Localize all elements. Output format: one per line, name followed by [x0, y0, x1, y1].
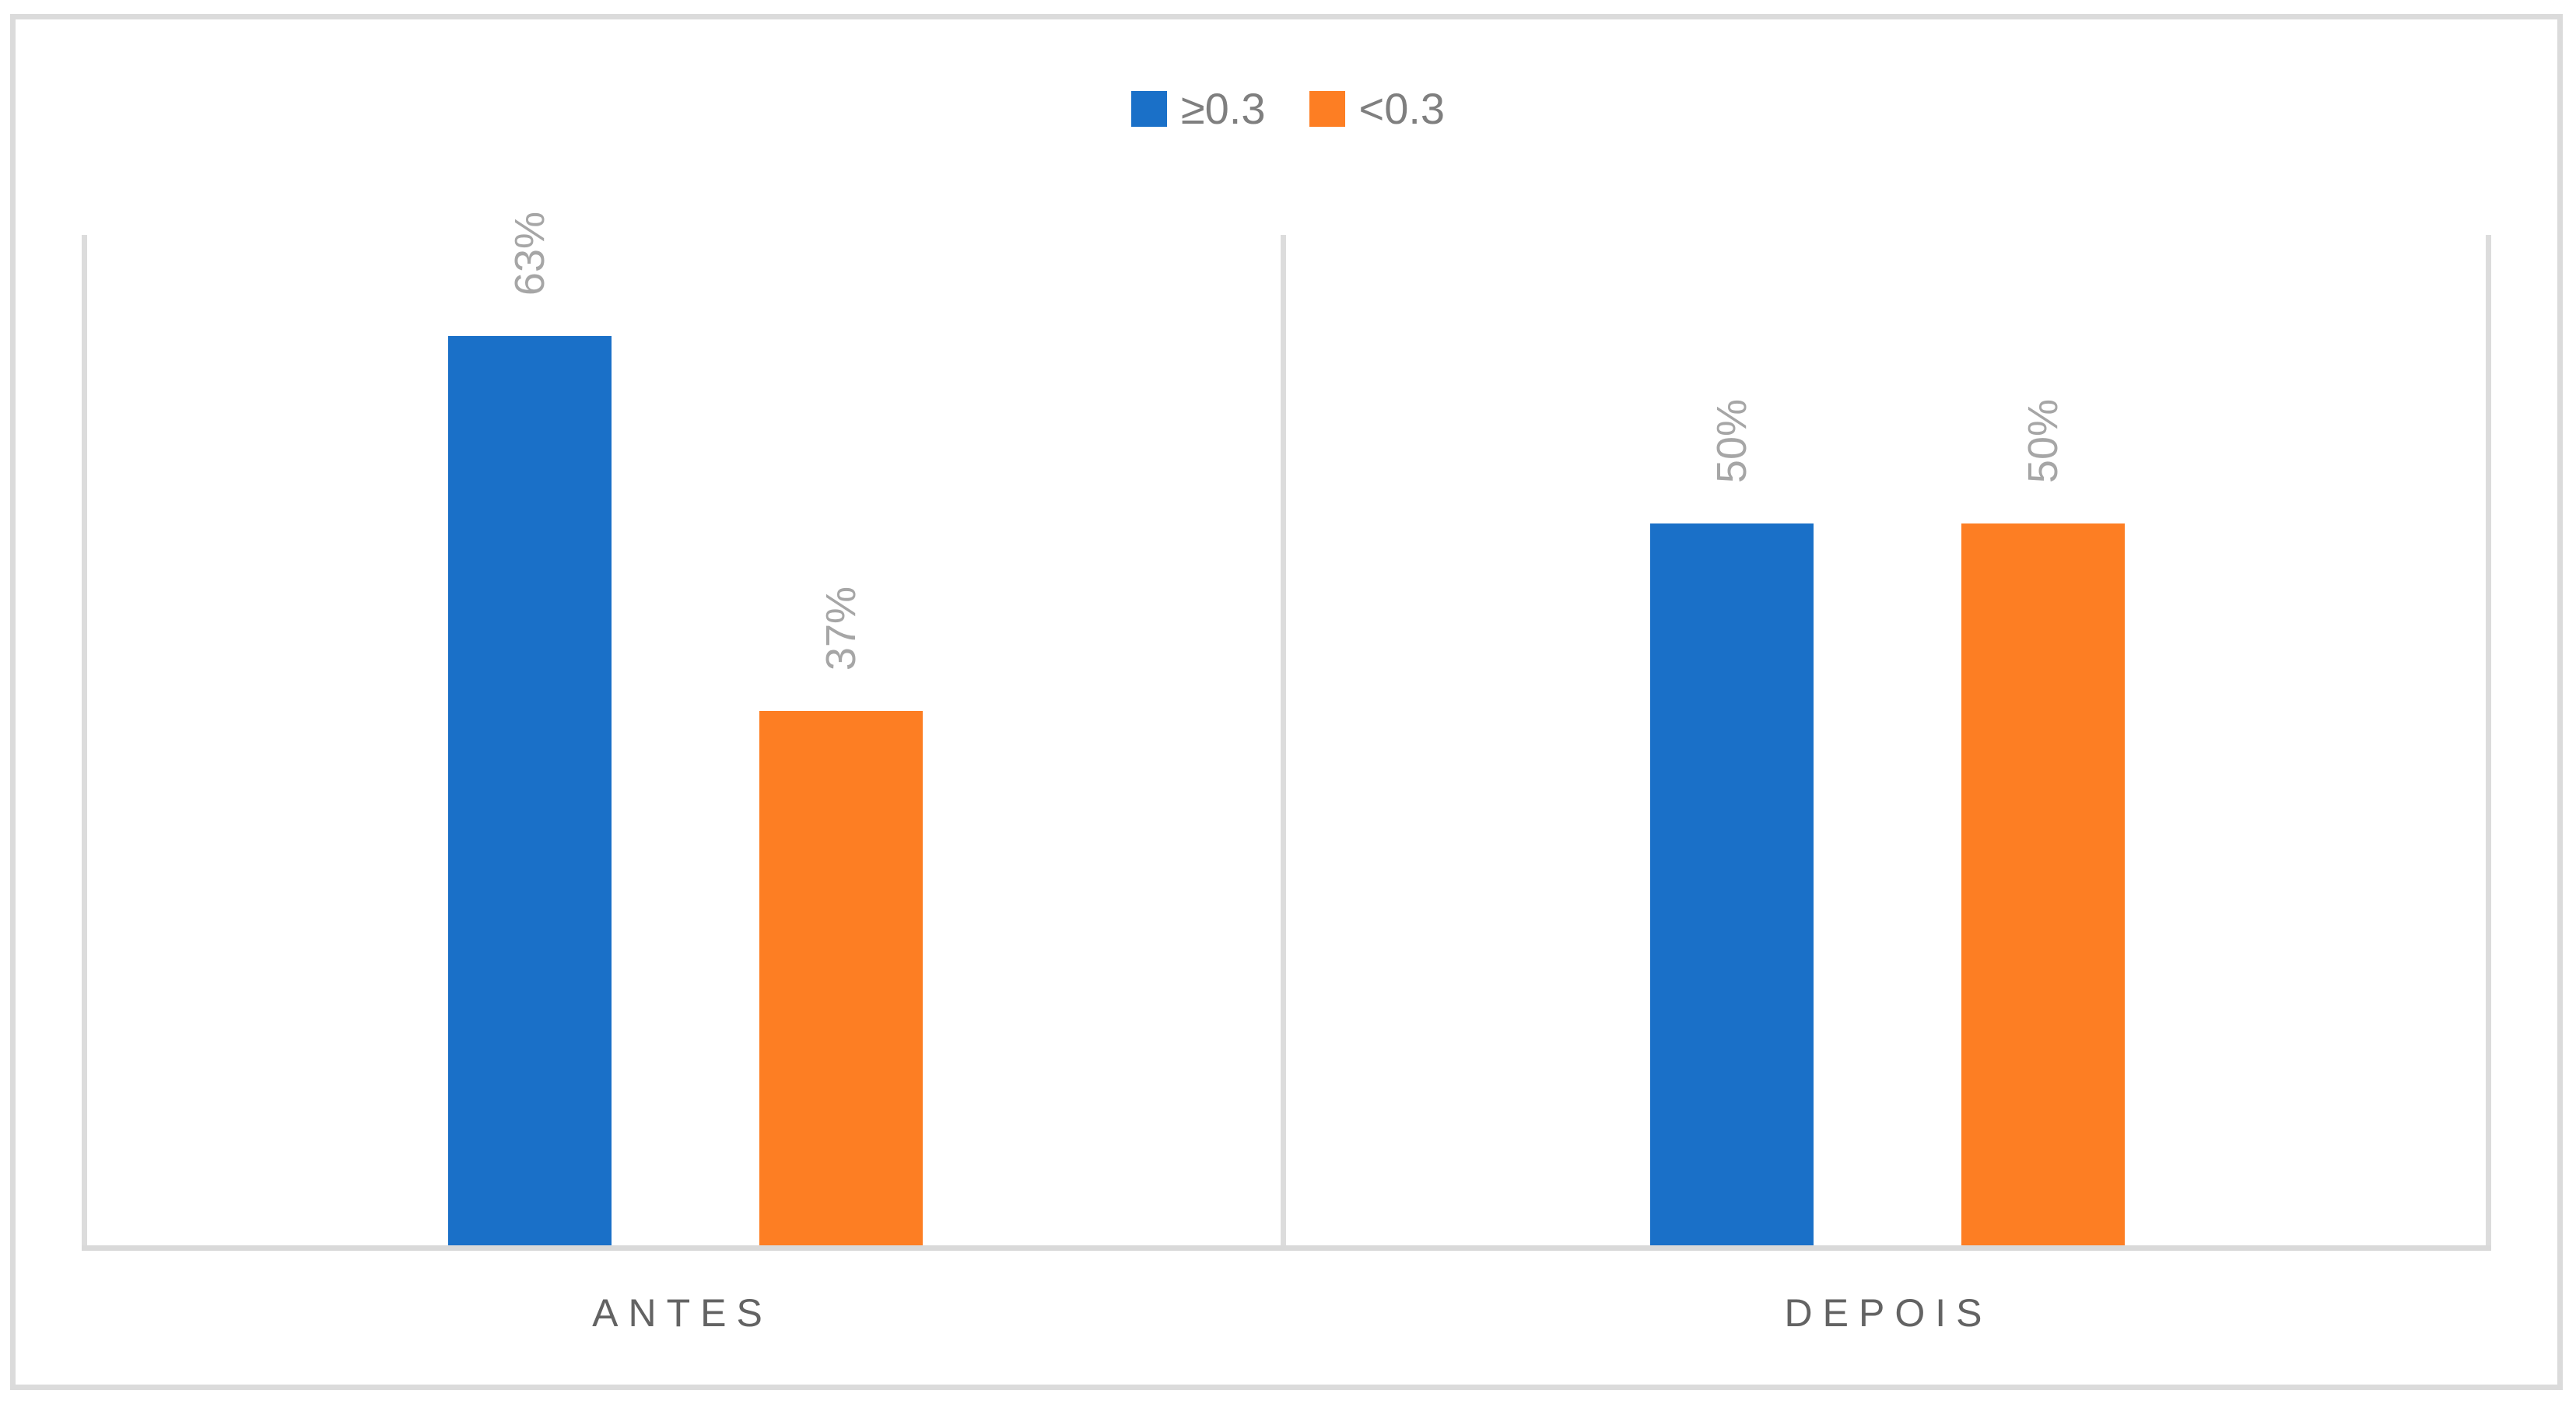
legend-label-ge03: ≥0.3	[1180, 84, 1266, 133]
legend-swatch-orange	[1309, 91, 1345, 127]
data-label-antes-lt03: 37%	[818, 586, 864, 671]
bar-depois-lt03: 50%	[1961, 399, 2125, 1245]
legend-item-ge03: ≥0.3	[1130, 84, 1266, 133]
x-axis-line	[82, 1245, 2491, 1251]
plot-right-boundary-line	[2486, 235, 2491, 1251]
data-label-depois-lt03: 50%	[2020, 399, 2066, 484]
plot-area: 63% 37% 50% 50% ANTES DEPOIS	[82, 212, 2491, 1332]
data-label-depois-ge03: 50%	[1709, 399, 1755, 484]
bar-fill	[1650, 523, 1814, 1245]
legend-label-lt03: <0.3	[1358, 84, 1446, 133]
bar-fill	[448, 335, 612, 1245]
category-label-depois: DEPOIS	[1784, 1291, 1992, 1335]
category-divider-line	[1281, 235, 1286, 1251]
bar-fill	[759, 711, 923, 1245]
bar-depois-ge03: 50%	[1650, 399, 1814, 1245]
legend: ≥0.3 <0.3	[0, 87, 2576, 131]
bar-antes-lt03: 37%	[759, 586, 923, 1245]
category-label-antes: ANTES	[592, 1291, 773, 1335]
bar-fill	[1961, 523, 2125, 1245]
plot-left-boundary-line	[82, 235, 87, 1251]
data-label-antes-ge03: 63%	[506, 211, 553, 296]
chart-outer-border	[10, 14, 2563, 1390]
bar-antes-ge03: 63%	[448, 212, 612, 1245]
legend-item-lt03: <0.3	[1309, 84, 1446, 133]
legend-swatch-blue	[1130, 91, 1167, 127]
